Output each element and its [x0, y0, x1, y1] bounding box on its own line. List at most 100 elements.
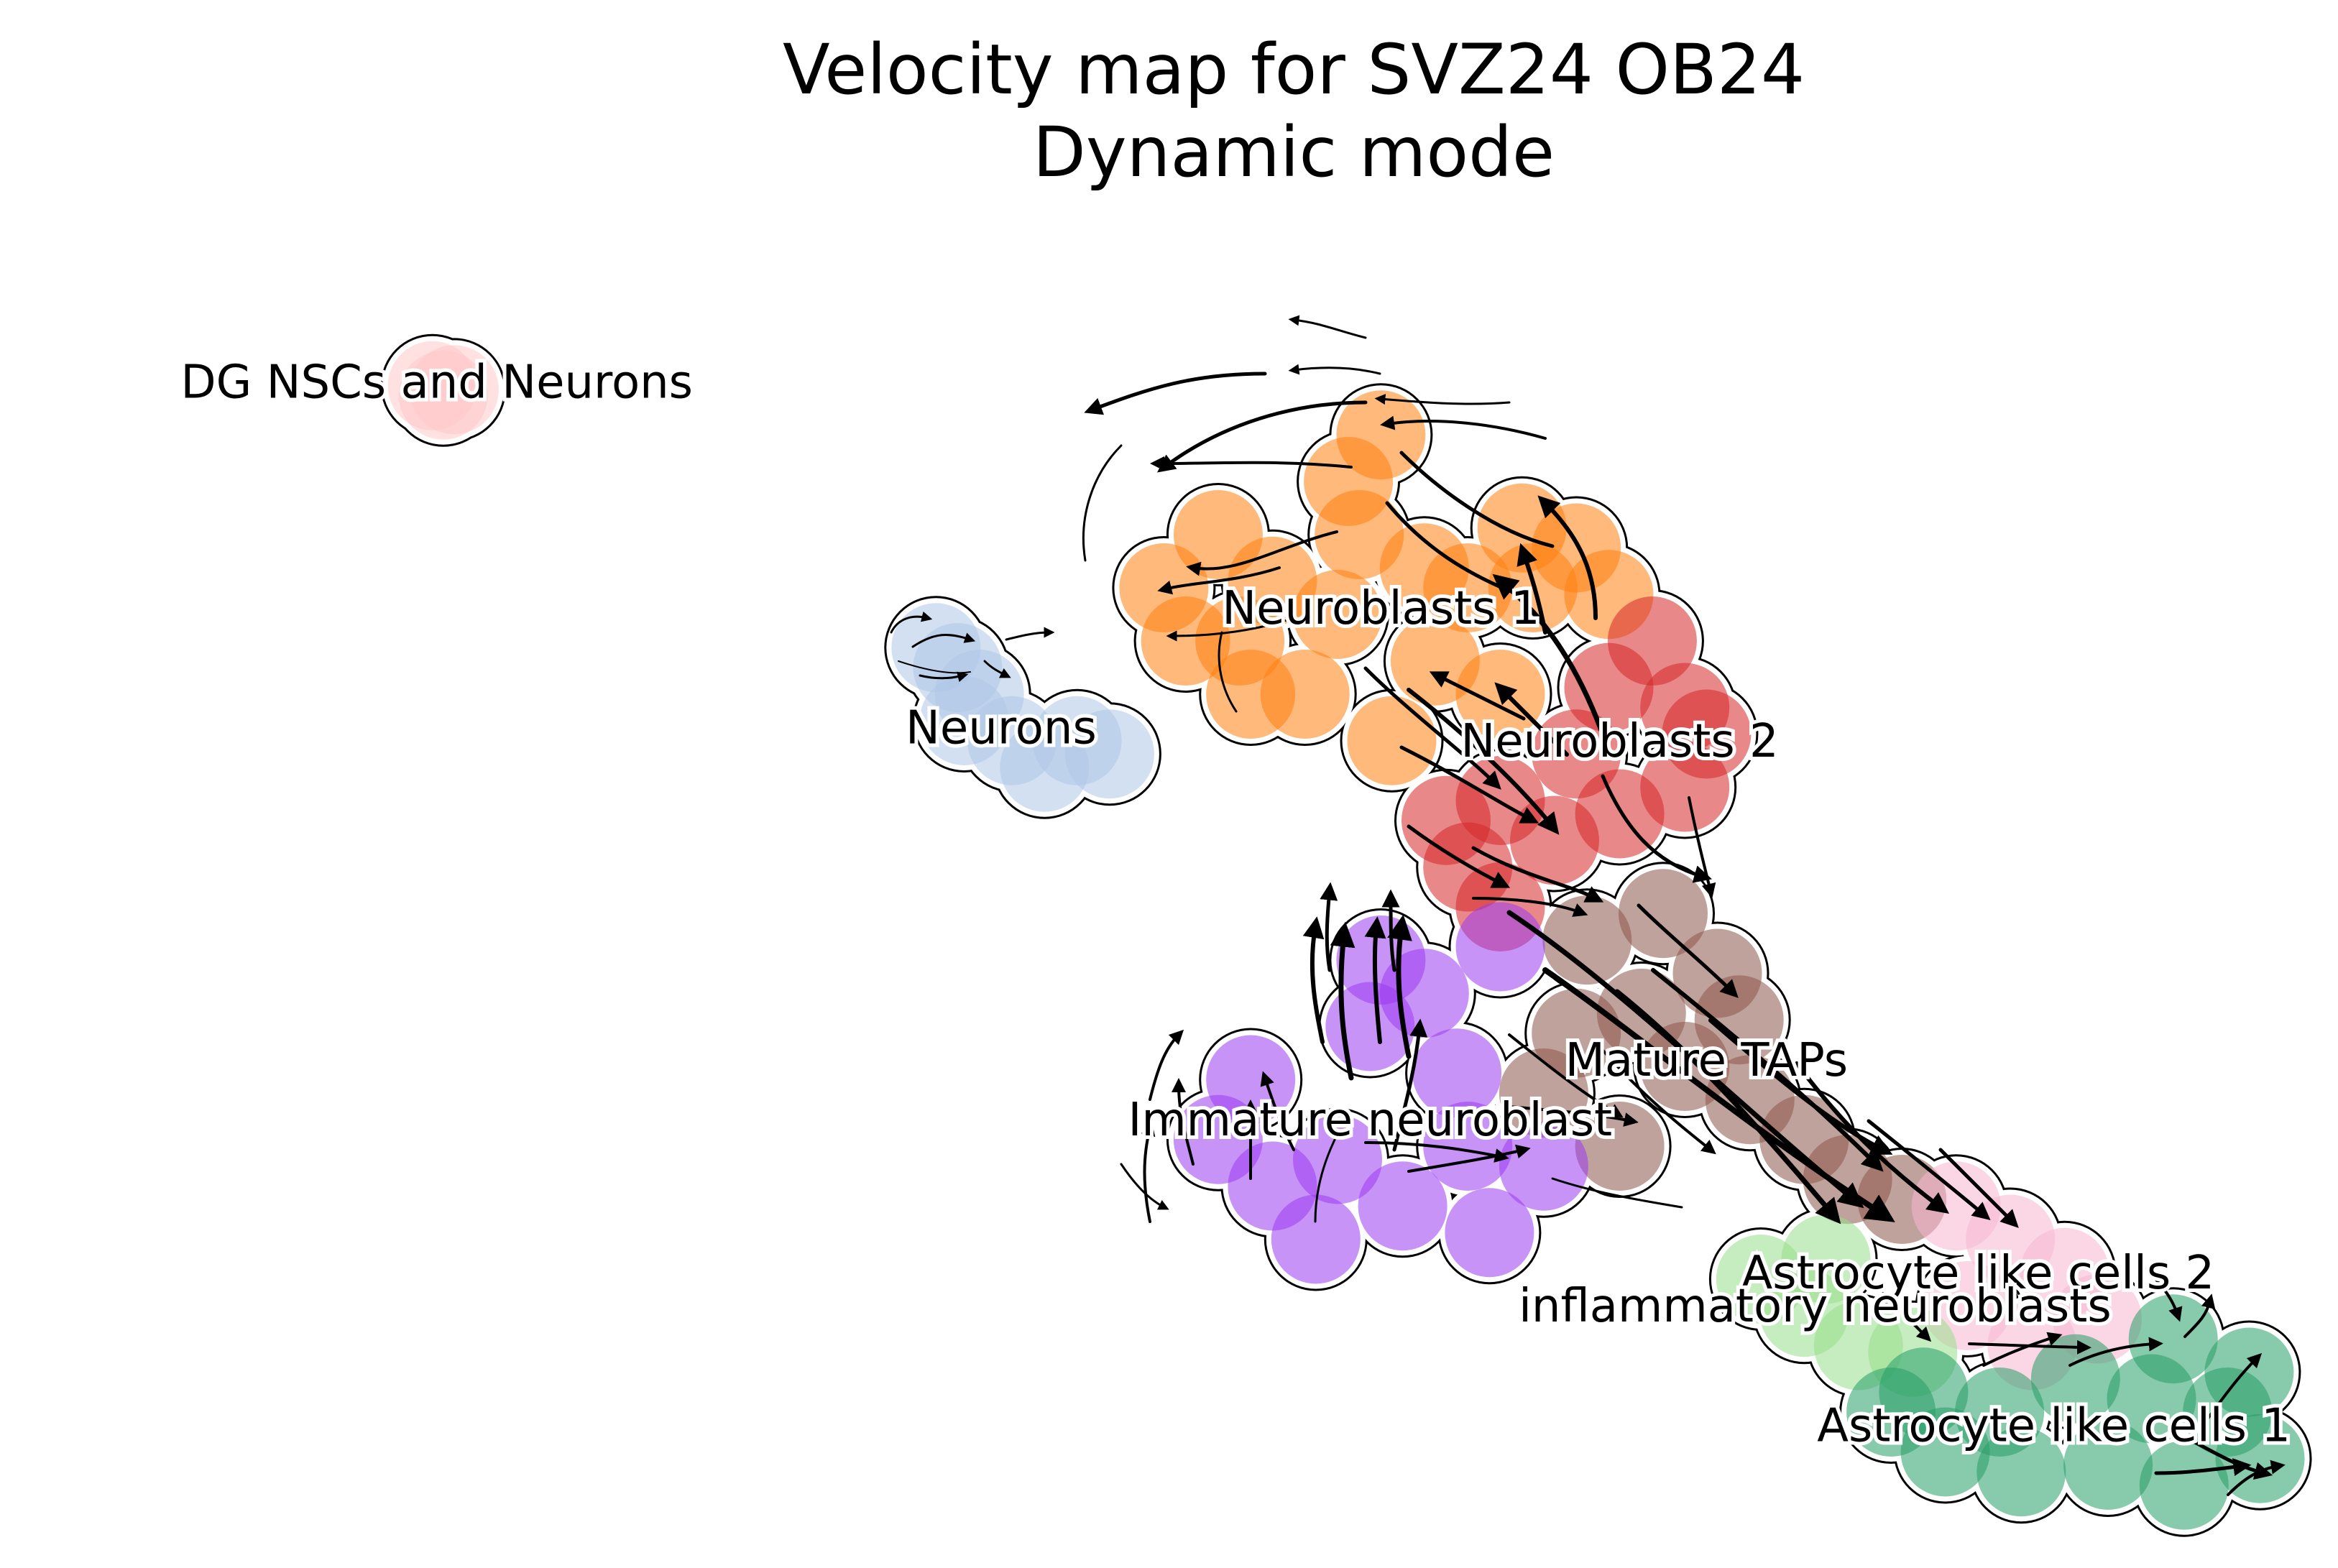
cell-point-immature-neuroblast [1358, 1161, 1448, 1251]
streamline [1302, 916, 1325, 1044]
streamline [1399, 451, 1555, 548]
streamline [1551, 1177, 1683, 1209]
streamline [1399, 745, 1540, 824]
streamline [1471, 846, 1604, 903]
cluster-label-dg-nscs-and-neurons: DG NSCs and Neurons [180, 356, 693, 409]
streamline [1082, 444, 1123, 562]
streamline [2227, 1459, 2286, 1496]
streamline [2068, 1337, 2163, 1367]
cell-point-neuroblasts-1 [1293, 570, 1382, 659]
streamline [1637, 903, 1739, 998]
cell-point-immature-neuroblast [1445, 1188, 1534, 1278]
streamline [1218, 631, 1238, 713]
cluster-label-mature-taps: Mature TAPs [1565, 1034, 1848, 1087]
streamline [1392, 1018, 1428, 1152]
cluster-points [387, 341, 2305, 1530]
streamline [1508, 1105, 1639, 1127]
streamline [1542, 967, 1895, 1222]
cell-point-immature-neuroblast [1499, 1121, 1588, 1211]
streamline [1260, 1071, 1295, 1151]
streamline [1364, 916, 1386, 1044]
cluster-label-astrocyte-like-cells-1: Astrocyte like cells 1 [1817, 1400, 2291, 1453]
streamline [1537, 495, 1598, 620]
streamline [2154, 1458, 2252, 1476]
cell-point-neuroblasts-1 [1379, 523, 1469, 613]
streamline [2183, 1293, 2216, 1338]
cell-point-mature-taps [1694, 975, 1784, 1065]
streamline [1156, 400, 1368, 473]
cell-point-astrocyte-like-cells-1 [1846, 1368, 1936, 1457]
streamline [919, 671, 969, 683]
streamline [898, 660, 971, 674]
streamline [1288, 364, 1381, 375]
cluster-label-immature-neuroblast: Immature neuroblast [1128, 1094, 1612, 1147]
streamline [1141, 1121, 1156, 1223]
cell-point-neuroblasts-2 [1607, 596, 1697, 686]
streamline [1494, 682, 1569, 757]
streamline [1172, 1078, 1195, 1166]
streamline [890, 611, 933, 634]
cell-point-astrocyte-like-cells-1 [2215, 1413, 2305, 1503]
streamline [1387, 914, 1412, 1059]
streamline [1363, 666, 1501, 790]
cell-point-immature-neuroblast [1423, 1102, 1513, 1191]
cluster-label-neuroblasts-1: Neuroblasts 1 [1222, 582, 1540, 635]
streamline [1084, 372, 1267, 415]
streamline [1688, 796, 1716, 898]
streamline [2198, 1352, 2263, 1431]
streamline [1380, 415, 1547, 440]
streamline [1601, 774, 1713, 883]
chart-title: Velocity map for SVZ24 OB24 [783, 29, 1805, 110]
cell-point-astrocyte-like-cells-1 [1976, 1427, 2066, 1517]
cell-point-immature-neuroblast [1271, 1194, 1361, 1284]
cell-point-mature-taps [1499, 1048, 1588, 1138]
streamline [1330, 921, 1356, 1081]
cell-point-neuroblasts-2 [1662, 689, 1752, 779]
streamline [1492, 573, 1613, 757]
streamline [1374, 394, 1511, 405]
streamline [983, 660, 1011, 678]
streamline [1150, 456, 1353, 471]
cell-point-mature-taps [1619, 869, 1708, 959]
streamline [1508, 1033, 1624, 1118]
cell-point-immature-neuroblast [1293, 1115, 1382, 1204]
cluster-label-astrocyte-like-cells-2: Astrocyte like cells 2 [1741, 1247, 2215, 1300]
chart-subtitle: Dynamic mode [1033, 112, 1555, 193]
streamline [2183, 1435, 2273, 1480]
streamline [1614, 989, 1841, 1225]
cell-point-inflammatory-neuroblasts [1781, 1214, 1871, 1304]
streamline [1407, 1144, 1531, 1173]
streamline [1149, 1029, 1184, 1101]
cell-point-neuroblasts-1 [1141, 596, 1230, 686]
streamline [1005, 627, 1055, 641]
streamline [1320, 882, 1338, 972]
streamline [1594, 1041, 1716, 1155]
streamline [1120, 1163, 1169, 1210]
cell-point-astrocyte-like-cells-1 [2030, 1334, 2120, 1424]
cluster-label-neurons: Neurons [906, 701, 1097, 755]
cell-point-astrocyte-like-cells-1 [2139, 1440, 2229, 1530]
cell-point-mature-taps [1542, 895, 1632, 985]
cluster-label-inflammatory-neuroblasts: inflammatory neuroblasts [1519, 1280, 2112, 1333]
cell-point-immature-neuroblast [1336, 916, 1426, 1005]
cell-point-neuroblasts-1 [1206, 650, 1296, 739]
cell-point-immature-neuroblast [1412, 1028, 1502, 1118]
streamline [1314, 1134, 1338, 1223]
streamline [1982, 1332, 2063, 1367]
cell-point-mature-taps [1575, 1102, 1665, 1191]
cluster-label-neuroblasts-2: Neuroblasts 2 [1460, 715, 1778, 768]
cluster-labels: DG NSCs and Neurons Neurons Neuroblasts 1 N… [177, 352, 2294, 1456]
streamline [1407, 824, 1511, 888]
cell-point-dg-nscs-and-neurons [409, 345, 499, 435]
velocity-streamlines [890, 315, 2286, 1496]
cell-point-astrocyte-like-cells-1 [2128, 1294, 2218, 1384]
streamline [1795, 1061, 1949, 1214]
streamline [1288, 315, 1367, 339]
streamline [1364, 1141, 1509, 1163]
streamline [1381, 889, 1400, 972]
cell-point-neurons [1064, 709, 1154, 799]
cell-point-neurons [891, 603, 981, 693]
streamline [1651, 968, 1884, 1172]
streamline [1186, 530, 1338, 576]
